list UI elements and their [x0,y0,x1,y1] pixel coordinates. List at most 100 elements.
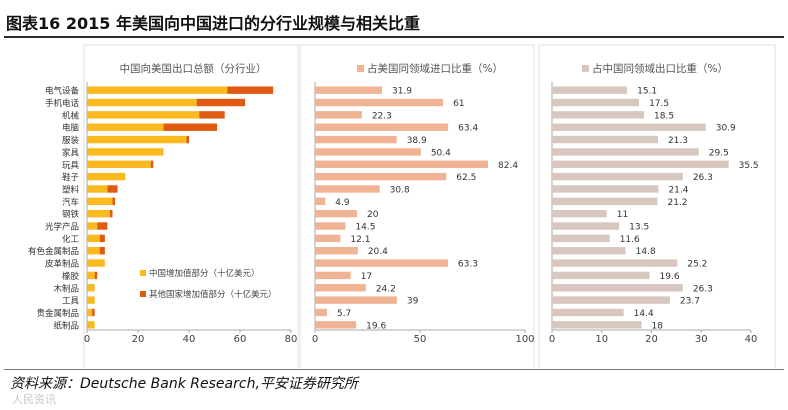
x-tick-label: 30 [695,334,708,345]
bar-cn-value-added [87,259,105,267]
data-label: 39 [407,297,419,307]
bar-cn-value-added [87,123,164,131]
data-label: 17.5 [649,99,669,109]
category-label: 服装 [62,135,80,146]
bar [315,222,346,230]
data-label: 13.5 [629,223,649,233]
bar-cn-value-added [87,308,93,317]
bar [315,172,447,181]
data-label: 21.2 [667,198,687,208]
bar [552,247,626,255]
data-label: 29.5 [709,148,729,158]
category-label: 木制品 [53,283,79,294]
bar [315,86,382,94]
x-tick-label: 60 [234,334,247,345]
panel-cn-exports: 中国向美国出口总额（分行业） 0 20 40 60 80 电气设备手机电话机械电脑服装家具玩… [28,44,299,368]
data-label: 14.5 [355,223,375,233]
data-label: 63.4 [458,124,478,134]
category-label: 家具 [62,147,80,158]
legend-swatch [140,291,146,297]
bar-cn-value-added [87,111,200,119]
bar [315,148,421,156]
data-label: 26.3 [693,173,713,183]
category-label: 纸制品 [53,320,79,331]
data-label: 4.9 [335,198,350,208]
legend-swatch [582,65,589,72]
data-label: 18 [652,321,664,331]
bar [552,259,678,267]
bar [552,160,729,168]
bar-other-value-added [199,111,225,119]
source-rule [4,369,784,370]
bar [315,321,357,329]
category-label: 玩具 [62,161,80,171]
bar-cn-value-added [87,86,228,94]
x-tick-label: 20 [645,334,658,345]
bar-cn-value-added [87,234,100,243]
category-label: 机械 [62,110,80,121]
bar-other-value-added [196,98,246,107]
data-label: 20 [367,210,379,220]
bar [552,296,670,304]
bar [315,234,341,243]
category-label: 钢铁 [62,209,80,220]
bar [552,185,659,193]
bar-cn-value-added [87,209,110,218]
data-label: 21.3 [668,136,688,146]
bar [315,123,449,131]
x-tick-label: 40 [183,334,196,345]
panel-cn-export-share: 占中国同领域出口比重（%） 0 10 20 30 40 15.1 17.5 18.5 30.9 21… [538,44,776,368]
bar-cn-value-added [87,222,98,230]
bar [315,247,358,255]
bar [552,321,642,329]
bar [315,160,489,168]
data-label: 17 [361,272,372,282]
data-label: 30.8 [390,185,410,195]
category-label: 光学产品 [45,222,79,233]
charts-canvas: 中国向美国出口总额（分行业） 0 20 40 60 80 电气设备手机电话机械电脑服装家具玩… [28,44,776,368]
x-tick-label: 40 [745,334,758,345]
bar [315,209,357,218]
category-label: 橡胶 [62,271,80,282]
bar [552,123,706,131]
category-label: 工具 [62,297,80,307]
legend-label: 其他国家增加值部分（十亿美元） [149,289,277,300]
bar-cn-value-added [87,247,100,255]
data-label: 14.8 [636,247,656,257]
bar [552,234,610,243]
data-label: 23.7 [680,297,700,307]
legend-label: 占中国同领域出口比重（%） [592,62,728,75]
x-tick-label: 20 [132,334,145,345]
bar [552,197,658,206]
bar [552,209,607,218]
category-label: 塑料 [62,184,80,195]
bar-other-value-added [112,197,116,206]
data-label: 30.9 [716,124,736,134]
x-tick-label: 0 [312,334,318,345]
bar [315,308,327,317]
bar [315,98,444,107]
data-label: 61 [453,99,464,109]
bar-cn-value-added [87,160,151,168]
category-label: 电脑 [62,123,80,134]
panel-frame [538,44,776,368]
figure-title: 图表16 2015 年美国向中国进口的分行业规模与相关比重 [6,14,420,33]
bar-cn-value-added [87,185,108,193]
data-label: 14.4 [634,309,654,319]
bar [315,185,380,193]
bar [552,222,620,230]
data-label: 21.4 [668,185,688,195]
data-label: 82.4 [498,161,518,171]
x-tick-label: 10 [595,334,608,345]
bar-other-value-added [94,271,98,280]
bar-cn-value-added [87,148,164,156]
bar-other-value-added [99,247,105,255]
data-label: 19.6 [660,272,680,282]
bar [315,111,362,119]
data-label: 25.2 [687,260,707,270]
bar-cn-value-added [87,197,113,206]
data-label: 63.3 [458,260,478,270]
x-tick-label: 80 [285,334,298,345]
bar [552,135,658,144]
data-label: 35.5 [739,161,759,171]
